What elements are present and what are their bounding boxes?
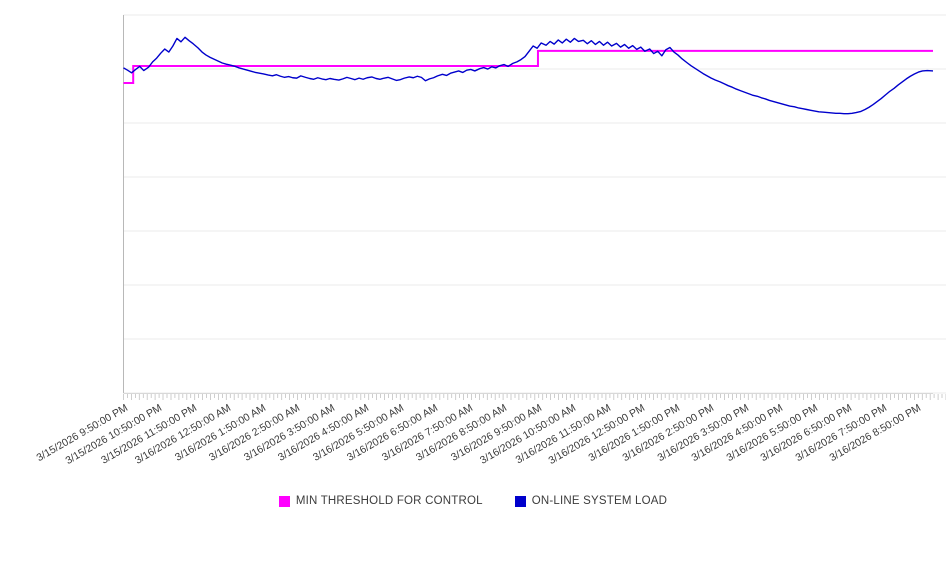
chart-plot-svg [0,0,946,526]
legend-label-min-threshold-for-control: MIN THRESHOLD FOR CONTROL [296,495,483,507]
square-swatch-icon [515,496,526,507]
series-line-on-line-system-load [124,37,934,113]
legend-entry-min-threshold-for-control[interactable]: MIN THRESHOLD FOR CONTROL [279,495,483,507]
square-swatch-icon [279,496,290,507]
legend-entry-on-line-system-load[interactable]: ON-LINE SYSTEM LOAD [515,495,667,507]
gridlines-group [124,15,946,393]
chart-legend: MIN THRESHOLD FOR CONTROL ON-LINE SYSTEM… [0,495,946,507]
legend-label-on-line-system-load: ON-LINE SYSTEM LOAD [532,495,667,507]
x-axis-ticks-group [124,394,946,400]
series-line-min-threshold-for-control [124,51,934,83]
